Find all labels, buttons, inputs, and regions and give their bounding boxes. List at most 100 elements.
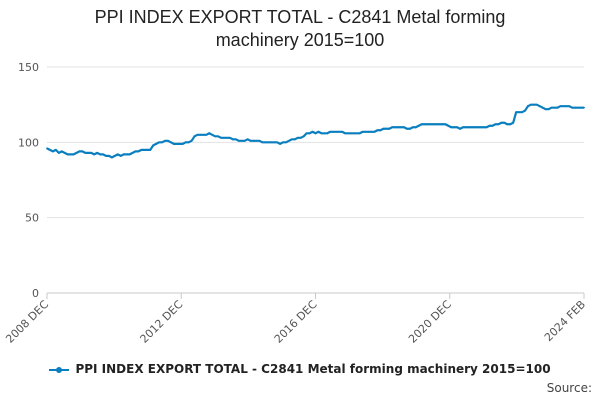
data-point[interactable] [164,139,166,142]
data-point[interactable] [205,133,208,136]
data-point[interactable] [217,135,220,138]
data-point[interactable] [347,132,349,135]
data-point[interactable] [105,154,107,157]
data-point[interactable] [565,105,568,108]
data-point[interactable] [146,148,149,151]
data-point[interactable] [509,123,512,126]
data-point[interactable] [229,136,231,139]
data-point[interactable] [102,153,104,156]
data-point[interactable] [193,135,196,138]
data-point[interactable] [547,108,550,111]
data-point[interactable] [54,148,57,151]
data-point[interactable] [137,150,140,153]
data-point[interactable] [99,153,102,156]
data-point[interactable] [108,154,110,157]
data-point[interactable] [175,142,178,145]
data-point[interactable] [60,150,63,153]
data-point[interactable] [494,123,497,126]
data-point[interactable] [293,138,296,141]
data-point[interactable] [252,139,255,142]
data-point[interactable] [423,123,426,126]
data-point[interactable] [172,142,175,145]
data-point[interactable] [414,126,417,129]
data-point[interactable] [577,106,579,109]
data-point[interactable] [152,144,155,147]
data-point[interactable] [84,151,87,154]
data-point[interactable] [63,151,66,154]
data-point[interactable] [66,153,69,156]
data-point[interactable] [320,132,323,135]
data-point[interactable] [438,123,441,126]
data-point[interactable] [532,103,535,106]
data-point[interactable] [258,139,261,142]
data-point[interactable] [181,142,184,145]
data-point[interactable] [131,151,134,154]
data-point[interactable] [361,130,364,133]
data-point[interactable] [497,123,500,126]
data-point[interactable] [426,123,429,126]
data-point[interactable] [420,123,423,126]
data-point[interactable] [397,126,400,129]
data-point[interactable] [456,126,459,129]
data-point[interactable] [527,105,529,108]
data-point[interactable] [518,111,520,114]
data-point[interactable] [279,142,281,145]
data-point[interactable] [267,141,270,144]
data-point[interactable] [491,124,494,127]
data-point[interactable] [355,132,358,135]
data-point[interactable] [134,150,137,153]
data-point[interactable] [323,132,326,135]
data-point[interactable] [299,136,302,139]
data-point[interactable] [237,139,240,142]
data-point[interactable] [476,126,479,129]
data-point[interactable] [161,141,163,144]
data-point[interactable] [435,123,438,126]
data-point[interactable] [338,130,340,133]
data-point[interactable] [432,123,435,126]
data-point[interactable] [385,127,388,130]
data-point[interactable] [559,105,562,108]
data-point[interactable] [521,111,523,114]
data-point[interactable] [506,123,509,126]
data-point[interactable] [453,126,456,129]
data-point[interactable] [113,154,116,157]
data-point[interactable] [52,150,54,153]
data-point[interactable] [81,150,84,153]
data-point[interactable] [184,141,187,144]
data-point[interactable] [49,148,51,151]
data-point[interactable] [119,154,122,157]
data-point[interactable] [352,132,355,135]
data-point[interactable] [332,130,335,133]
data-point[interactable] [87,151,90,154]
data-point[interactable] [350,132,352,135]
data-point[interactable] [376,129,379,132]
legend[interactable]: PPI INDEX EXPORT TOTAL - C2841 Metal for… [0,362,600,376]
data-point[interactable] [208,132,211,135]
data-point[interactable] [190,139,193,142]
data-point[interactable] [111,156,113,159]
data-point[interactable] [447,124,450,127]
data-point[interactable] [574,106,577,109]
data-point[interactable] [202,133,205,136]
data-point[interactable] [155,142,158,145]
data-point[interactable] [178,142,181,145]
data-point[interactable] [462,126,464,129]
data-point[interactable] [158,141,161,144]
data-point[interactable] [214,135,217,138]
data-point[interactable] [394,126,397,129]
data-point[interactable] [149,148,152,151]
data-point[interactable] [473,126,476,129]
data-point[interactable] [140,148,143,151]
data-point[interactable] [46,147,48,150]
data-point[interactable] [468,126,470,129]
data-point[interactable] [57,151,60,154]
data-point[interactable] [335,130,338,133]
data-point[interactable] [122,153,125,156]
data-point[interactable] [196,133,199,136]
data-point[interactable] [255,139,258,142]
data-point[interactable] [199,133,202,136]
data-point[interactable] [211,133,214,136]
data-point[interactable] [553,106,556,109]
data-point[interactable] [470,126,473,129]
data-point[interactable] [524,109,526,112]
